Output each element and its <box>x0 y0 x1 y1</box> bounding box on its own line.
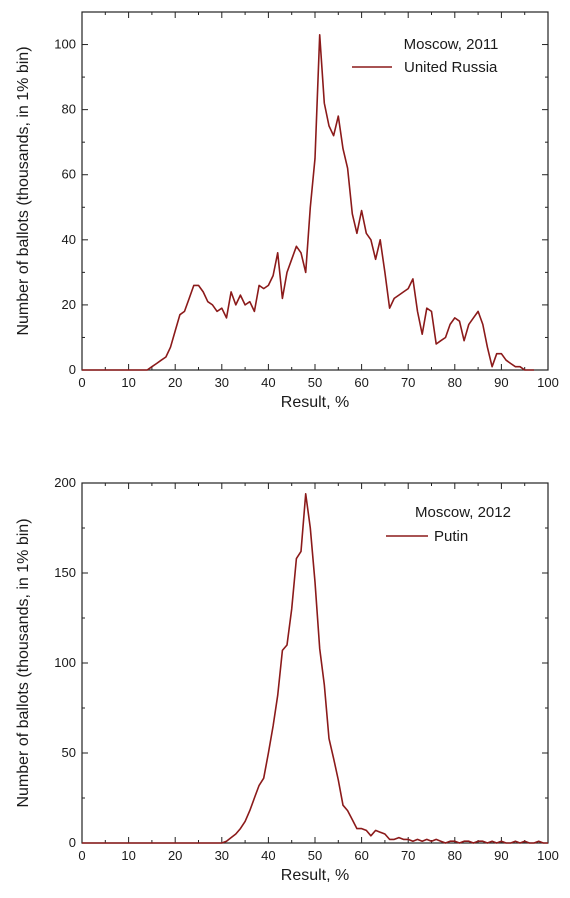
x-tick-label: 70 <box>401 848 415 863</box>
plot-frame <box>81 482 549 844</box>
chart-2: 0 10 20 30 40 50 60 70 80 90 100 0 50 100 150 200 Result… <box>15 475 559 884</box>
x-tick-label: 40 <box>261 848 275 863</box>
legend-entry: United Russia <box>404 59 498 76</box>
x-tick-label: 100 <box>537 375 559 390</box>
y-tick-label: 0 <box>69 835 76 850</box>
y-tick-label: 20 <box>62 297 76 312</box>
y-axis-label: Number of ballots (thousands, in 1% bin) <box>15 46 32 335</box>
x-tick-label: 40 <box>261 375 275 390</box>
legend-entry: Putin <box>434 528 468 545</box>
x-tick-label: 20 <box>168 848 182 863</box>
x-tick-label: 20 <box>168 375 182 390</box>
x-tick-label: 0 <box>78 375 85 390</box>
x-tick-label: 50 <box>308 848 322 863</box>
x-axis-label: Result, % <box>281 867 349 884</box>
x-tick-label: 30 <box>215 375 229 390</box>
y-tick-label: 150 <box>54 565 76 580</box>
chart-1: 0 10 20 30 40 50 60 70 80 90 100 0 20 40 60 80 100 Result… <box>15 11 559 411</box>
y-tick-label: 200 <box>54 475 76 490</box>
x-tick-label: 0 <box>78 848 85 863</box>
y-tick-label: 40 <box>62 232 76 247</box>
y-tick-label: 50 <box>62 745 76 760</box>
y-tick-label: 100 <box>54 655 76 670</box>
x-tick-label: 100 <box>537 848 559 863</box>
chart-title: Moscow, 2012 <box>415 504 511 521</box>
x-tick-label: 30 <box>215 848 229 863</box>
x-tick-label: 50 <box>308 375 322 390</box>
chart-title: Moscow, 2011 <box>404 36 499 53</box>
y-axis-label: Number of ballots (thousands, in 1% bin) <box>15 518 32 807</box>
x-tick-label: 70 <box>401 375 415 390</box>
x-tick-label: 80 <box>448 848 462 863</box>
x-tick-label: 60 <box>354 375 368 390</box>
x-tick-label: 80 <box>448 375 462 390</box>
series-line-putin <box>82 492 548 844</box>
x-tick-label: 60 <box>354 848 368 863</box>
y-tick-label: 80 <box>62 102 76 117</box>
series-line-united-russia <box>82 33 534 371</box>
x-tick-label: 10 <box>121 375 135 390</box>
x-tick-label: 90 <box>494 375 508 390</box>
y-tick-label: 60 <box>62 167 76 182</box>
x-axis-label: Result, % <box>281 394 349 411</box>
x-tick-label: 90 <box>494 848 508 863</box>
y-tick-label: 0 <box>69 362 76 377</box>
x-tick-label: 10 <box>121 848 135 863</box>
y-tick-label: 100 <box>54 37 76 52</box>
